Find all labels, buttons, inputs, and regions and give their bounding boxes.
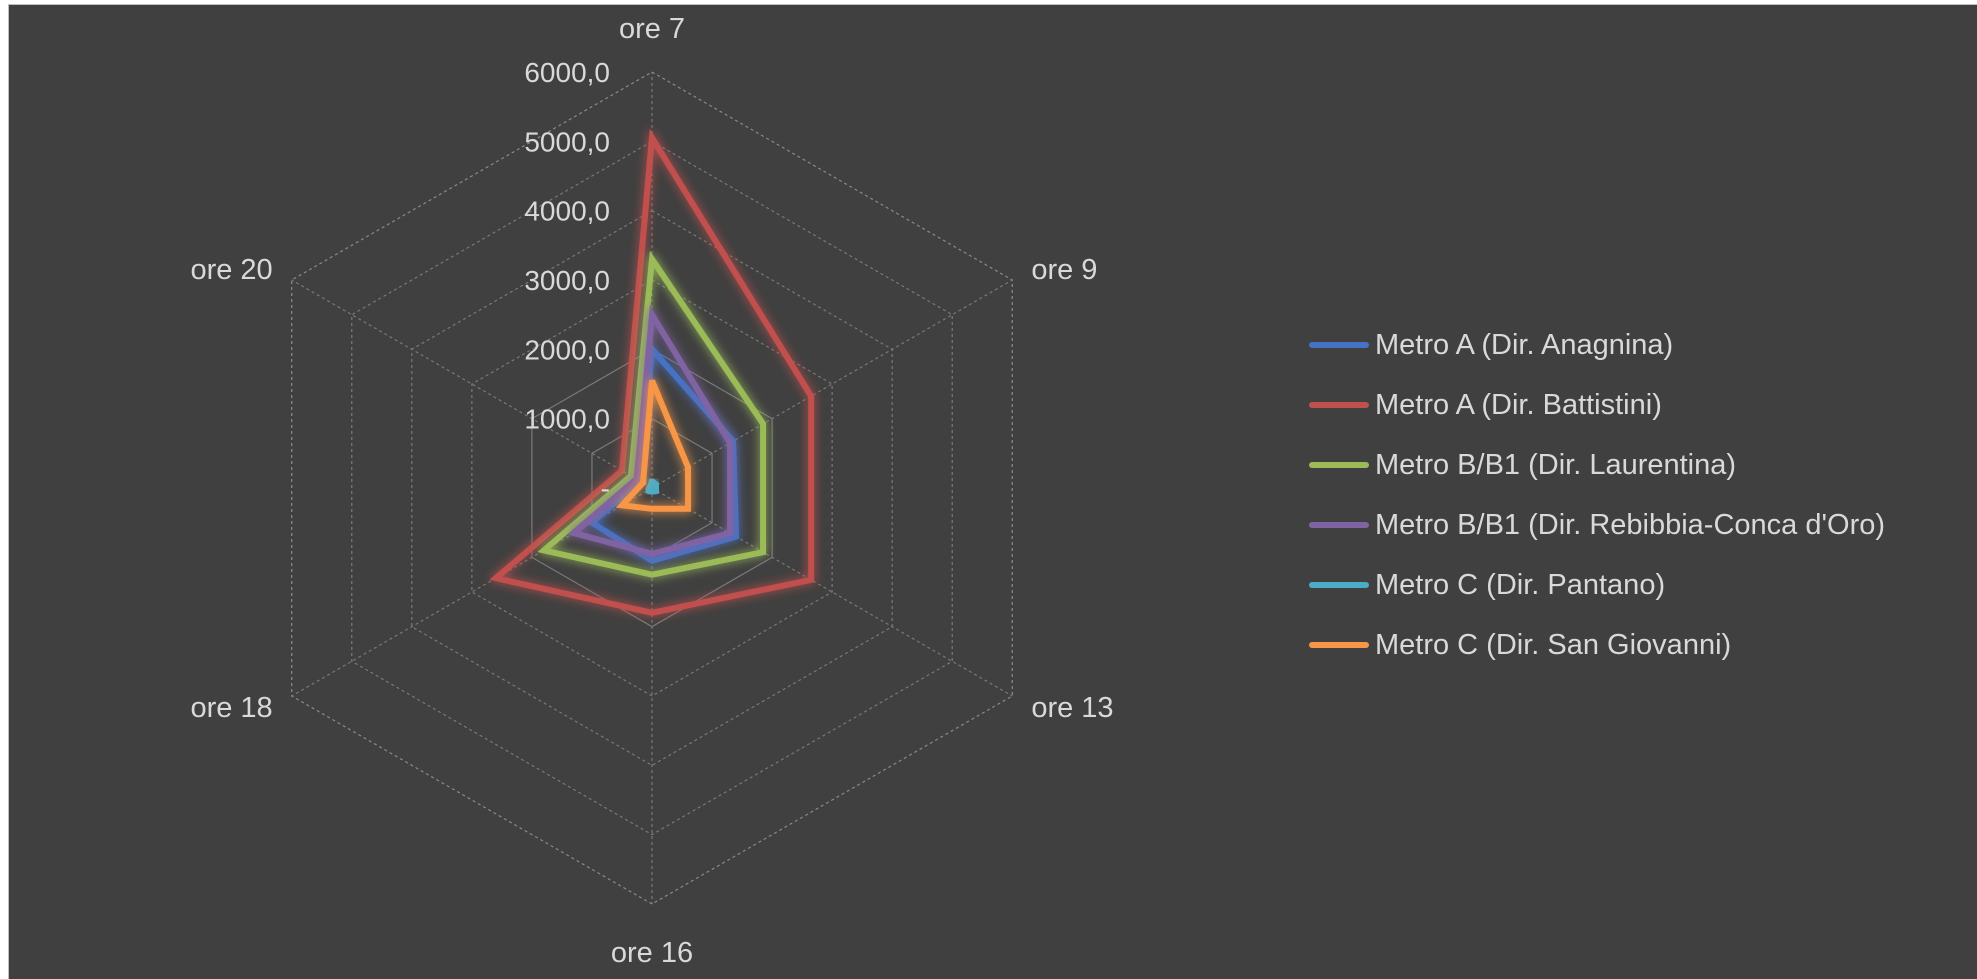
- series-line: [489, 128, 815, 616]
- grid-ring: [471, 279, 833, 697]
- legend-swatch: [1309, 462, 1369, 468]
- radial-tick-label: -: [601, 473, 610, 504]
- legend-label: Metro C (Dir. San Giovanni): [1375, 628, 1732, 661]
- legend-label: Metro B/B1 (Dir. Laurentina): [1375, 448, 1737, 481]
- radial-tick-label: 1000,0: [524, 404, 610, 435]
- radar-series: [489, 128, 815, 616]
- legend-item: Metro C (Dir. Pantano): [1309, 555, 1885, 615]
- series-line: [537, 250, 767, 578]
- legend-item: Metro B/B1 (Dir. Rebibbia-Conca d'Oro): [1309, 495, 1885, 555]
- series-line: [586, 342, 740, 565]
- legend: Metro A (Dir. Anagnina) Metro A (Dir. Bat…: [1309, 315, 1885, 675]
- legend-label: Metro C (Dir. Pantano): [1375, 568, 1666, 601]
- legend-item: Metro A (Dir. Battistini): [1309, 375, 1885, 435]
- legend-swatch: [1309, 342, 1369, 348]
- series-line: [567, 305, 734, 557]
- category-label: ore 20: [190, 254, 272, 286]
- radar-labels: - 1000,0 2000,0 3000,0 4000,0 5000,0 6000,0 ore…: [190, 13, 1113, 969]
- radar-grid: [291, 71, 1013, 905]
- category-label: ore 13: [1031, 692, 1113, 724]
- legend-item: Metro C (Dir. San Giovanni): [1309, 615, 1885, 675]
- series-line: [643, 475, 660, 496]
- legend-label: Metro B/B1 (Dir. Rebibbia-Conca d'Oro): [1375, 508, 1886, 541]
- radial-tick-label: 2000,0: [524, 334, 610, 365]
- radial-tick-label: 5000,0: [524, 126, 610, 157]
- category-label: ore 16: [611, 937, 693, 969]
- category-label: ore 9: [1031, 254, 1097, 286]
- legend-item: Metro B/B1 (Dir. Laurentina): [1309, 435, 1885, 495]
- legend-label: Metro A (Dir. Battistini): [1375, 388, 1662, 421]
- chart-area: - 1000,0 2000,0 3000,0 4000,0 5000,0 6000,0 ore…: [8, 4, 1977, 979]
- legend-label: Metro A (Dir. Anagnina): [1375, 328, 1674, 361]
- radar-chart: - 1000,0 2000,0 3000,0 4000,0 5000,0 6000,0 ore…: [190, 13, 1113, 969]
- legend-swatch: [1309, 582, 1369, 588]
- legend-swatch: [1309, 402, 1369, 408]
- radial-tick-label: 4000,0: [524, 196, 610, 227]
- radial-tick-label: 6000,0: [524, 57, 610, 88]
- grid-ring: [351, 140, 953, 836]
- legend-item: Metro A (Dir. Anagnina): [1309, 315, 1885, 375]
- radial-tick-label: 3000,0: [524, 265, 610, 296]
- series-line: [615, 379, 692, 512]
- legend-swatch: [1309, 522, 1369, 528]
- legend-swatch: [1309, 642, 1369, 648]
- category-label: ore 18: [190, 692, 272, 724]
- category-label: ore 7: [619, 13, 685, 45]
